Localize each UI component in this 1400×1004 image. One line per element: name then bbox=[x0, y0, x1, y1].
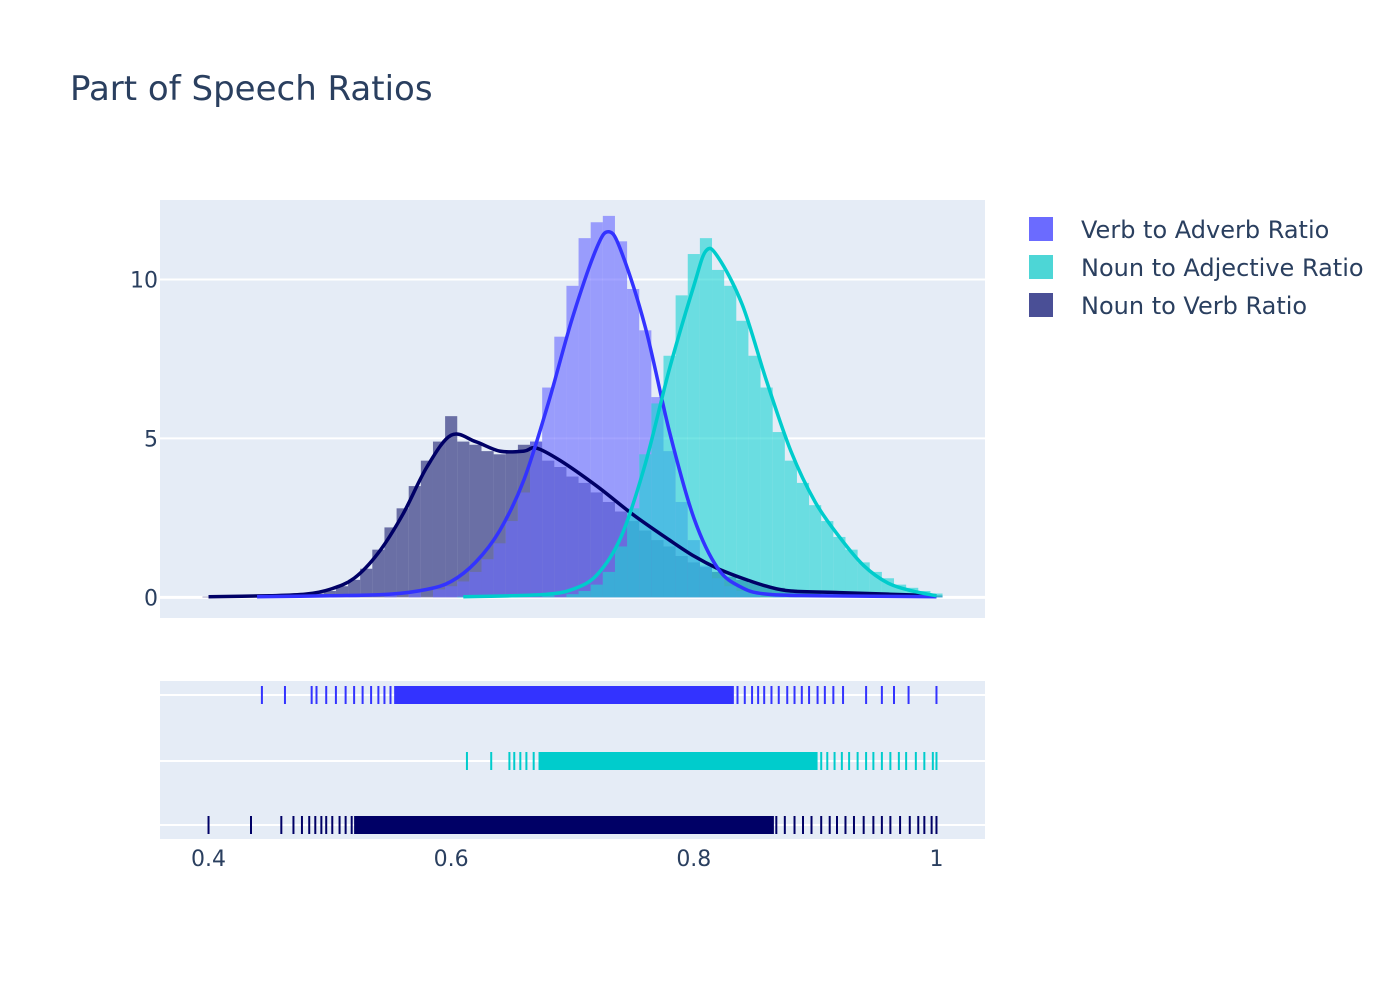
rug-dense-band bbox=[354, 816, 774, 834]
legend-item-verb-to-adverb[interactable]: Verb to Adverb Ratio bbox=[1029, 216, 1329, 244]
legend-label: Noun to Verb Ratio bbox=[1081, 292, 1307, 320]
histogram-bar bbox=[432, 589, 446, 598]
kde-curve bbox=[257, 229, 937, 599]
histogram-bar bbox=[699, 238, 713, 598]
rug-series bbox=[260, 686, 938, 704]
histogram-bar bbox=[578, 590, 591, 598]
legend-label: Verb to Adverb Ratio bbox=[1081, 216, 1329, 244]
histogram-series bbox=[457, 238, 943, 598]
histogram-bar bbox=[821, 521, 834, 598]
histogram-bar bbox=[566, 285, 579, 598]
y-tick-label: 10 bbox=[130, 268, 158, 293]
histogram-bar bbox=[627, 508, 640, 598]
histogram-bar bbox=[457, 441, 470, 598]
histogram-bar bbox=[457, 581, 470, 598]
rug-dense-band bbox=[394, 686, 734, 704]
histogram-bar bbox=[809, 505, 822, 598]
histogram-bar bbox=[784, 460, 797, 598]
histogram-bar bbox=[651, 403, 664, 598]
histogram-bar bbox=[445, 586, 458, 598]
histogram-bar bbox=[796, 482, 810, 598]
histogram-bar bbox=[517, 492, 531, 598]
histogram-bar bbox=[554, 336, 567, 598]
x-tick-label: 0.4 bbox=[191, 847, 226, 872]
histogram-bar bbox=[748, 355, 761, 598]
histogram-bar bbox=[675, 295, 688, 598]
histogram-bar bbox=[833, 536, 846, 598]
histogram-bar bbox=[760, 387, 773, 598]
legend[interactable]: Verb to Adverb Ratio Noun to Adjective R… bbox=[1029, 216, 1364, 320]
histogram-bar bbox=[457, 596, 470, 598]
legend-swatch bbox=[1029, 293, 1053, 317]
histogram-bar bbox=[360, 568, 373, 598]
histogram-bar bbox=[663, 355, 676, 598]
histogram-bar bbox=[493, 543, 506, 598]
histogram-bar bbox=[372, 549, 385, 598]
histogram-bar bbox=[590, 222, 603, 598]
histogram-bar bbox=[614, 546, 628, 598]
legend-label: Noun to Adjective Ratio bbox=[1081, 254, 1364, 282]
rug-series bbox=[207, 816, 938, 834]
histogram-bar bbox=[420, 460, 433, 598]
rug-dense-band bbox=[538, 752, 818, 770]
kde-curve bbox=[463, 246, 937, 599]
y-tick-label: 5 bbox=[144, 427, 158, 452]
histogram-bar bbox=[590, 584, 603, 598]
histogram-bar bbox=[712, 269, 725, 598]
histogram-bar bbox=[530, 441, 543, 598]
legend-swatch bbox=[1029, 255, 1053, 279]
histogram-bar bbox=[445, 416, 458, 598]
histogram-bar bbox=[408, 592, 421, 598]
rug-marks bbox=[207, 686, 938, 834]
x-axis-ticks: 0.4 0.6 0.8 1 bbox=[191, 847, 943, 872]
histogram-bar bbox=[602, 215, 615, 598]
kde-curves bbox=[208, 229, 937, 599]
histogram-bar bbox=[432, 441, 446, 598]
histogram-bar bbox=[396, 508, 409, 598]
x-tick-label: 1 bbox=[929, 847, 943, 872]
histogram-bar bbox=[469, 571, 482, 598]
histogram-bar bbox=[845, 549, 858, 598]
legend-item-noun-to-verb[interactable]: Noun to Verb Ratio bbox=[1029, 292, 1307, 320]
y-axis-ticks: 0 5 10 bbox=[130, 268, 158, 611]
histogram-bar bbox=[566, 594, 579, 598]
histogram-bar bbox=[348, 579, 361, 598]
histogram-bar bbox=[772, 432, 785, 598]
y-tick-label: 0 bbox=[144, 586, 158, 611]
legend-swatch bbox=[1029, 217, 1053, 241]
histogram-bar bbox=[505, 521, 518, 598]
histogram-bar bbox=[724, 285, 737, 598]
histogram-bar bbox=[857, 562, 870, 598]
histogram-bar bbox=[408, 486, 421, 598]
histogram-bar bbox=[736, 320, 749, 598]
histogram-bar bbox=[542, 387, 555, 598]
rug-series bbox=[465, 752, 938, 770]
histogram-bar bbox=[481, 559, 494, 598]
x-tick-label: 0.8 bbox=[676, 847, 711, 872]
histogram-bar bbox=[202, 596, 215, 598]
histogram-bars bbox=[202, 215, 943, 598]
histogram-bar bbox=[578, 238, 591, 598]
chart-title: Part of Speech Ratios bbox=[70, 69, 433, 109]
histogram-bar bbox=[335, 586, 349, 598]
histogram-bar bbox=[542, 595, 555, 598]
legend-item-noun-to-adjective[interactable]: Noun to Adjective Ratio bbox=[1029, 254, 1364, 282]
histogram-bar bbox=[384, 527, 397, 598]
x-tick-label: 0.6 bbox=[434, 847, 469, 872]
histogram-bar bbox=[639, 454, 652, 598]
histogram-bar bbox=[602, 571, 615, 598]
